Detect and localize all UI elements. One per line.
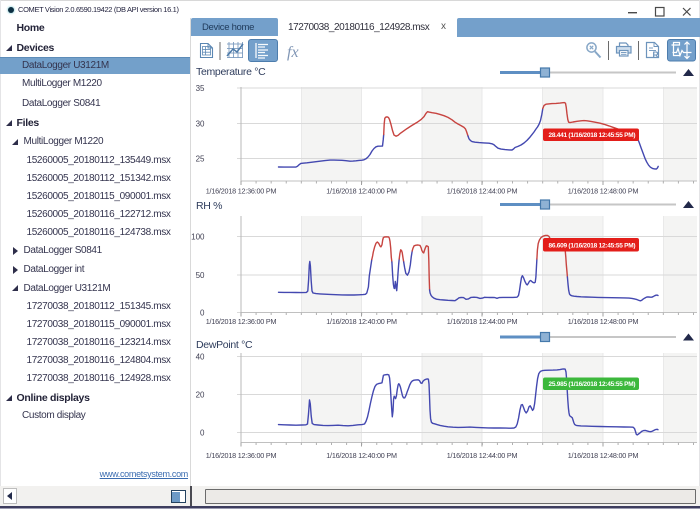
svg-text:1/16/2018 12:40:00 PM: 1/16/2018 12:40:00 PM [326,187,397,196]
svg-text:40: 40 [196,353,205,362]
svg-text:1/16/2018 12:44:00 PM: 1/16/2018 12:44:00 PM [447,317,518,326]
svg-text:1/16/2018 12:44:00 PM: 1/16/2018 12:44:00 PM [447,451,518,460]
svg-text:R: R [653,50,659,60]
svg-text:1/16/2018 12:40:00 PM: 1/16/2018 12:40:00 PM [326,317,397,326]
svg-text:0: 0 [200,429,205,438]
svg-text:86.609 (1/16/2018 12:45:55 PM): 86.609 (1/16/2018 12:45:55 PM) [549,243,636,250]
svg-text:0: 0 [200,309,205,318]
svg-text:1/16/2018 12:48:00 PM: 1/16/2018 12:48:00 PM [568,317,639,326]
svg-text:20: 20 [196,391,205,400]
svg-text:1/16/2018 12:40:00 PM: 1/16/2018 12:40:00 PM [326,451,397,460]
svg-text:30: 30 [196,120,205,129]
svg-text:1/16/2018 12:36:00 PM: 1/16/2018 12:36:00 PM [206,317,277,326]
svg-text:100: 100 [191,233,205,242]
svg-text:1/16/2018 12:48:00 PM: 1/16/2018 12:48:00 PM [568,187,639,196]
svg-text:28.441 (1/16/2018 12:45:55 PM): 28.441 (1/16/2018 12:45:55 PM) [549,132,636,139]
svg-text:25.985 (1/16/2018 12:45:55 PM): 25.985 (1/16/2018 12:45:55 PM) [549,381,636,388]
svg-text:1/16/2018 12:44:00 PM: 1/16/2018 12:44:00 PM [447,187,518,196]
svg-text:35: 35 [196,84,205,93]
svg-text:fx: fx [287,44,299,61]
svg-text:1/16/2018 12:36:00 PM: 1/16/2018 12:36:00 PM [206,187,277,196]
svg-text:50: 50 [196,271,205,280]
svg-text:1/16/2018 12:36:00 PM: 1/16/2018 12:36:00 PM [206,451,277,460]
svg-text:25: 25 [196,155,205,164]
svg-text:1/16/2018 12:48:00 PM: 1/16/2018 12:48:00 PM [568,451,639,460]
